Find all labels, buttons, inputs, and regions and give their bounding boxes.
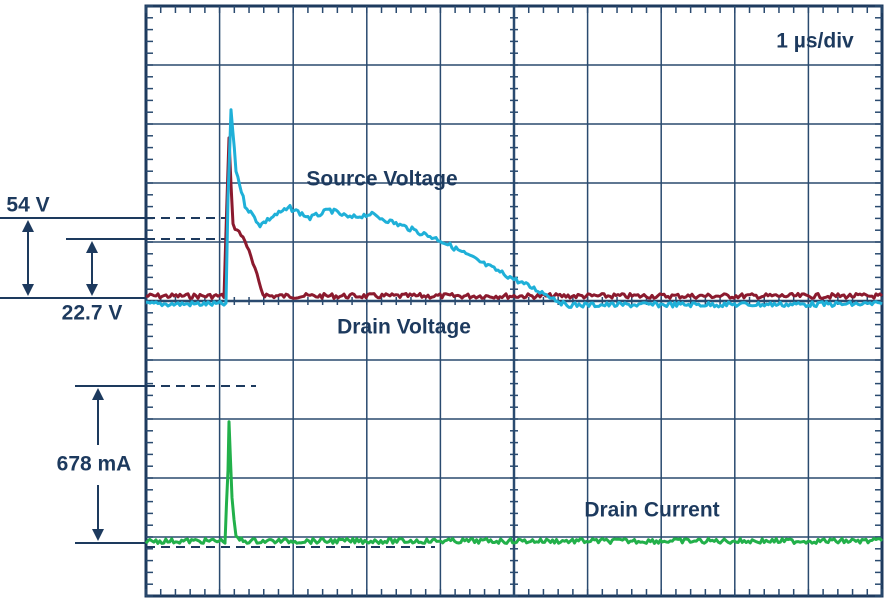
- trace-label: Source Voltage: [306, 168, 457, 191]
- annotation: 678 mA: [57, 453, 132, 476]
- annotation-lines: [0, 217, 435, 548]
- timebase: 1 µs/div: [776, 30, 854, 53]
- trace-label: Drain Current: [584, 499, 719, 522]
- graticule: [144, 4, 884, 598]
- waveform: [146, 108, 883, 309]
- waveform: [145, 136, 884, 300]
- annotation: 54 V: [6, 194, 49, 217]
- traces: [144, 108, 884, 545]
- waveform: [144, 420, 884, 545]
- annotation: 22.7 V: [62, 302, 123, 325]
- trace-label: Drain Voltage: [337, 316, 471, 339]
